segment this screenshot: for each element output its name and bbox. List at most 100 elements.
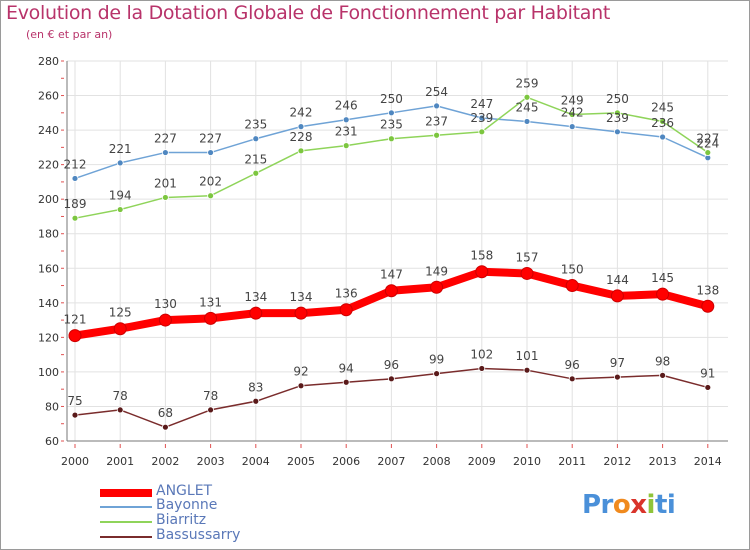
data-label-bassussarry: 78 bbox=[203, 389, 218, 403]
data-point-bassussarry bbox=[161, 423, 169, 431]
data-label-bassussarry: 101 bbox=[516, 349, 539, 363]
data-point-anglet bbox=[430, 280, 444, 294]
data-point-biarritz bbox=[568, 111, 576, 118]
y-tick-label: 80 bbox=[45, 400, 59, 413]
data-label-bassussarry: 98 bbox=[655, 354, 670, 368]
data-point-bayonne bbox=[297, 123, 305, 131]
data-point-bassussarry bbox=[252, 397, 260, 405]
data-label-biarritz: 194 bbox=[109, 189, 132, 203]
data-label-bassussarry: 99 bbox=[429, 353, 444, 367]
data-point-biarritz bbox=[659, 118, 666, 125]
data-point-biarritz bbox=[297, 147, 305, 155]
data-label-anglet: 138 bbox=[696, 283, 719, 297]
data-label-anglet: 149 bbox=[425, 264, 448, 278]
data-point-bayonne bbox=[614, 128, 621, 136]
y-tick-label: 160 bbox=[38, 262, 59, 275]
y-tick-label: 260 bbox=[38, 90, 59, 103]
proxiti-logo: Proxiti bbox=[582, 490, 676, 520]
data-label-anglet: 144 bbox=[606, 273, 629, 287]
data-label-bassussarry: 91 bbox=[700, 366, 715, 380]
legend-label: Bassussarry bbox=[156, 527, 241, 543]
x-tick-label: 2008 bbox=[423, 455, 451, 468]
data-point-bassussarry bbox=[614, 373, 621, 381]
data-label-anglet: 136 bbox=[335, 287, 358, 301]
data-point-bassussarry bbox=[297, 382, 305, 390]
data-label-biarritz: 228 bbox=[290, 130, 313, 144]
data-label-biarritz: 259 bbox=[516, 76, 539, 90]
data-label-bayonne: 247 bbox=[470, 97, 493, 111]
x-tick-label: 2011 bbox=[558, 455, 586, 468]
data-point-anglet bbox=[701, 299, 715, 313]
data-label-biarritz: 227 bbox=[696, 132, 719, 146]
data-point-bassussarry bbox=[342, 378, 350, 386]
data-label-bassussarry: 75 bbox=[67, 394, 82, 408]
data-point-biarritz bbox=[116, 206, 124, 213]
data-point-bassussarry bbox=[433, 370, 441, 378]
y-tick-label: 60 bbox=[45, 435, 59, 448]
data-point-anglet bbox=[565, 279, 579, 293]
data-point-bayonne bbox=[116, 159, 124, 167]
x-tick-label: 2002 bbox=[151, 455, 179, 468]
data-label-bassussarry: 68 bbox=[158, 406, 173, 420]
data-point-anglet bbox=[113, 322, 127, 336]
data-point-bayonne bbox=[523, 118, 531, 125]
y-tick-label: 280 bbox=[38, 55, 59, 68]
data-label-bayonne: 242 bbox=[290, 106, 313, 120]
data-label-biarritz: 249 bbox=[561, 94, 584, 108]
data-point-anglet bbox=[204, 311, 218, 325]
legend-label: Biarritz bbox=[156, 512, 207, 528]
x-tick-label: 2005 bbox=[287, 455, 315, 468]
data-point-anglet bbox=[384, 284, 398, 298]
legend-label: Bayonne bbox=[156, 497, 218, 513]
data-point-bayonne bbox=[71, 175, 79, 182]
data-label-bayonne: 224 bbox=[696, 137, 719, 151]
legend-item-anglet: ANGLET bbox=[100, 483, 300, 499]
x-tick-label: 2001 bbox=[106, 455, 134, 468]
data-label-anglet: 157 bbox=[516, 250, 539, 264]
data-point-biarritz bbox=[252, 169, 260, 177]
y-tick-label: 140 bbox=[38, 297, 59, 310]
data-point-bassussarry bbox=[387, 375, 395, 383]
data-label-biarritz: 245 bbox=[651, 100, 674, 114]
data-point-biarritz bbox=[207, 192, 215, 200]
data-point-anglet bbox=[249, 306, 263, 320]
data-label-bayonne: 212 bbox=[64, 157, 87, 171]
data-label-biarritz: 237 bbox=[425, 114, 448, 128]
data-point-bayonne bbox=[568, 123, 576, 131]
data-point-anglet bbox=[294, 306, 308, 320]
data-label-bayonne: 245 bbox=[516, 100, 539, 114]
data-label-bayonne: 250 bbox=[380, 92, 403, 106]
data-label-biarritz: 250 bbox=[606, 92, 629, 106]
y-tick-label: 120 bbox=[38, 331, 59, 344]
y-tick-label: 240 bbox=[38, 124, 59, 137]
logo-letter: o bbox=[612, 490, 631, 520]
data-point-biarritz bbox=[161, 194, 169, 201]
data-point-bayonne bbox=[252, 135, 260, 143]
data-label-bayonne: 227 bbox=[154, 132, 177, 146]
data-label-bayonne: 242 bbox=[561, 106, 584, 120]
data-point-biarritz bbox=[704, 149, 712, 156]
data-label-anglet: 150 bbox=[561, 263, 584, 277]
data-label-bayonne: 246 bbox=[335, 99, 358, 113]
data-label-bassussarry: 97 bbox=[610, 356, 625, 370]
x-tick-label: 2004 bbox=[242, 455, 270, 468]
logo-letter: i bbox=[646, 490, 656, 520]
data-point-biarritz bbox=[387, 135, 395, 143]
data-label-anglet: 121 bbox=[64, 313, 87, 327]
data-point-bayonne bbox=[161, 149, 169, 156]
data-label-anglet: 134 bbox=[290, 290, 313, 304]
data-point-bassussarry bbox=[116, 406, 124, 414]
data-point-biarritz bbox=[342, 142, 350, 150]
chart-subtitle: (en € et par an) bbox=[26, 28, 113, 41]
data-point-bayonne bbox=[659, 133, 666, 141]
data-label-anglet: 158 bbox=[470, 249, 493, 263]
data-label-biarritz: 215 bbox=[244, 152, 267, 166]
data-label-bayonne: 254 bbox=[425, 85, 448, 99]
data-point-anglet bbox=[610, 289, 624, 303]
data-label-biarritz: 239 bbox=[470, 111, 493, 125]
data-point-biarritz bbox=[523, 93, 531, 101]
data-point-bassussarry bbox=[71, 411, 79, 419]
legend-label: ANGLET bbox=[156, 483, 213, 499]
data-label-biarritz: 189 bbox=[64, 197, 87, 211]
